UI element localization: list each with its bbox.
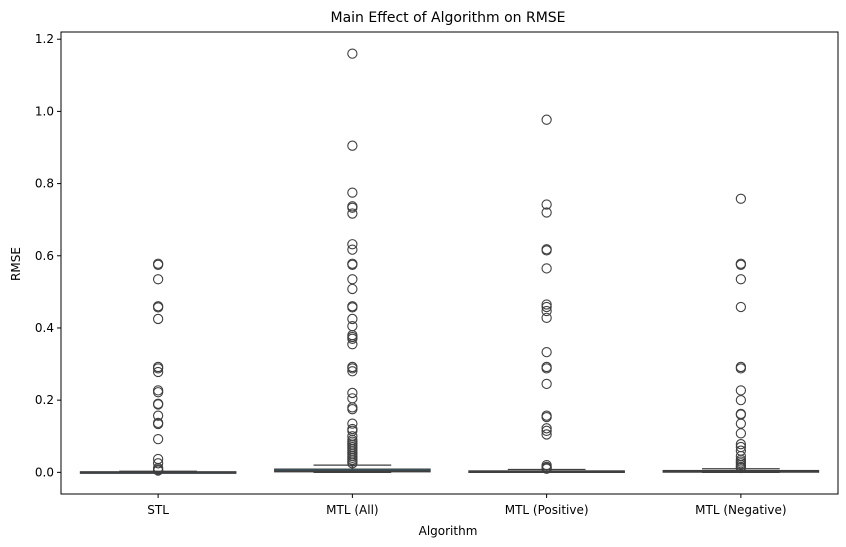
outlier-point <box>347 458 358 469</box>
outlier-point <box>347 363 358 374</box>
outlier-point <box>541 429 552 440</box>
outlier-point <box>541 299 552 310</box>
outlier-point <box>347 339 358 350</box>
outlier-point <box>541 463 552 474</box>
outlier-point <box>347 202 358 213</box>
outlier-point <box>347 366 358 377</box>
outlier-point <box>541 263 552 274</box>
x-tick-label: MTL (Positive) <box>505 503 589 517</box>
outlier-point <box>152 363 164 374</box>
x-tick-label: MTL (All) <box>326 503 378 517</box>
outlier-point <box>347 418 358 429</box>
outlier-point <box>735 363 747 374</box>
outlier-point <box>347 404 358 415</box>
outlier-point <box>347 333 358 344</box>
outlier-point <box>347 244 358 255</box>
outlier-point <box>347 313 358 325</box>
outlier-point <box>541 425 552 436</box>
outlier-point <box>152 410 164 421</box>
outlier-point <box>541 312 552 324</box>
axes-frame <box>60 31 839 495</box>
outlier-point <box>152 302 164 313</box>
y-tick-label: 1.2 <box>35 32 54 46</box>
outlier-point <box>735 259 747 270</box>
outlier-point <box>347 387 358 399</box>
outlier-point <box>152 313 164 325</box>
y-tick-label: 1.0 <box>35 104 54 118</box>
outlier-point <box>347 48 358 59</box>
outlier-point <box>541 199 552 210</box>
outlier-point <box>735 428 747 439</box>
outlier-point <box>152 418 164 430</box>
outlier-point <box>347 187 358 198</box>
outlier-point <box>541 245 552 256</box>
outlier-point <box>347 302 358 313</box>
outlier-point <box>152 399 164 410</box>
outlier-point <box>735 439 747 450</box>
outlier-point <box>152 387 164 398</box>
y-tick-label: 0.6 <box>35 249 54 263</box>
outlier-point <box>735 274 747 285</box>
x-axis-label: Algorithm <box>419 524 478 538</box>
outlier-point <box>347 140 358 151</box>
outlier-point <box>152 259 164 270</box>
outlier-point <box>152 366 164 378</box>
chart-title: Main Effect of Algorithm on RMSE <box>331 10 566 26</box>
outlier-point <box>541 301 552 313</box>
outlier-point <box>347 283 358 295</box>
outlier-point <box>152 274 164 285</box>
x-tick-label: MTL (Negative) <box>695 503 786 517</box>
outlier-point <box>347 259 358 270</box>
outlier-point <box>735 193 747 204</box>
y-axis-label: RMSE <box>9 247 23 281</box>
plot-area: 0.0 0.2 0.4 0.6 0.8 1.0 1.2 STL MTL (All) MTL (Po… <box>35 31 839 517</box>
y-tick-label: 0.0 <box>35 465 54 479</box>
outlier-point <box>152 458 164 469</box>
outlier-point <box>541 363 552 374</box>
outlier-point <box>735 301 747 313</box>
outlier-point <box>735 395 747 406</box>
outlier-point <box>541 411 552 423</box>
outlier-point <box>541 114 552 125</box>
outlier-point <box>347 208 358 219</box>
y-tick-label: 0.8 <box>35 177 54 191</box>
x-tick-label: STL <box>147 503 169 517</box>
y-tick-label: 0.4 <box>35 321 54 335</box>
outlier-point <box>152 433 164 445</box>
y-tick-label: 0.2 <box>35 393 54 407</box>
outlier-point <box>347 239 358 250</box>
outlier-point <box>152 465 164 476</box>
outlier-point <box>541 207 552 218</box>
outlier-point <box>541 305 552 317</box>
outlier-point <box>735 462 747 474</box>
outlier-point <box>541 378 552 390</box>
outlier-point <box>541 423 552 434</box>
outlier-point <box>541 347 552 358</box>
